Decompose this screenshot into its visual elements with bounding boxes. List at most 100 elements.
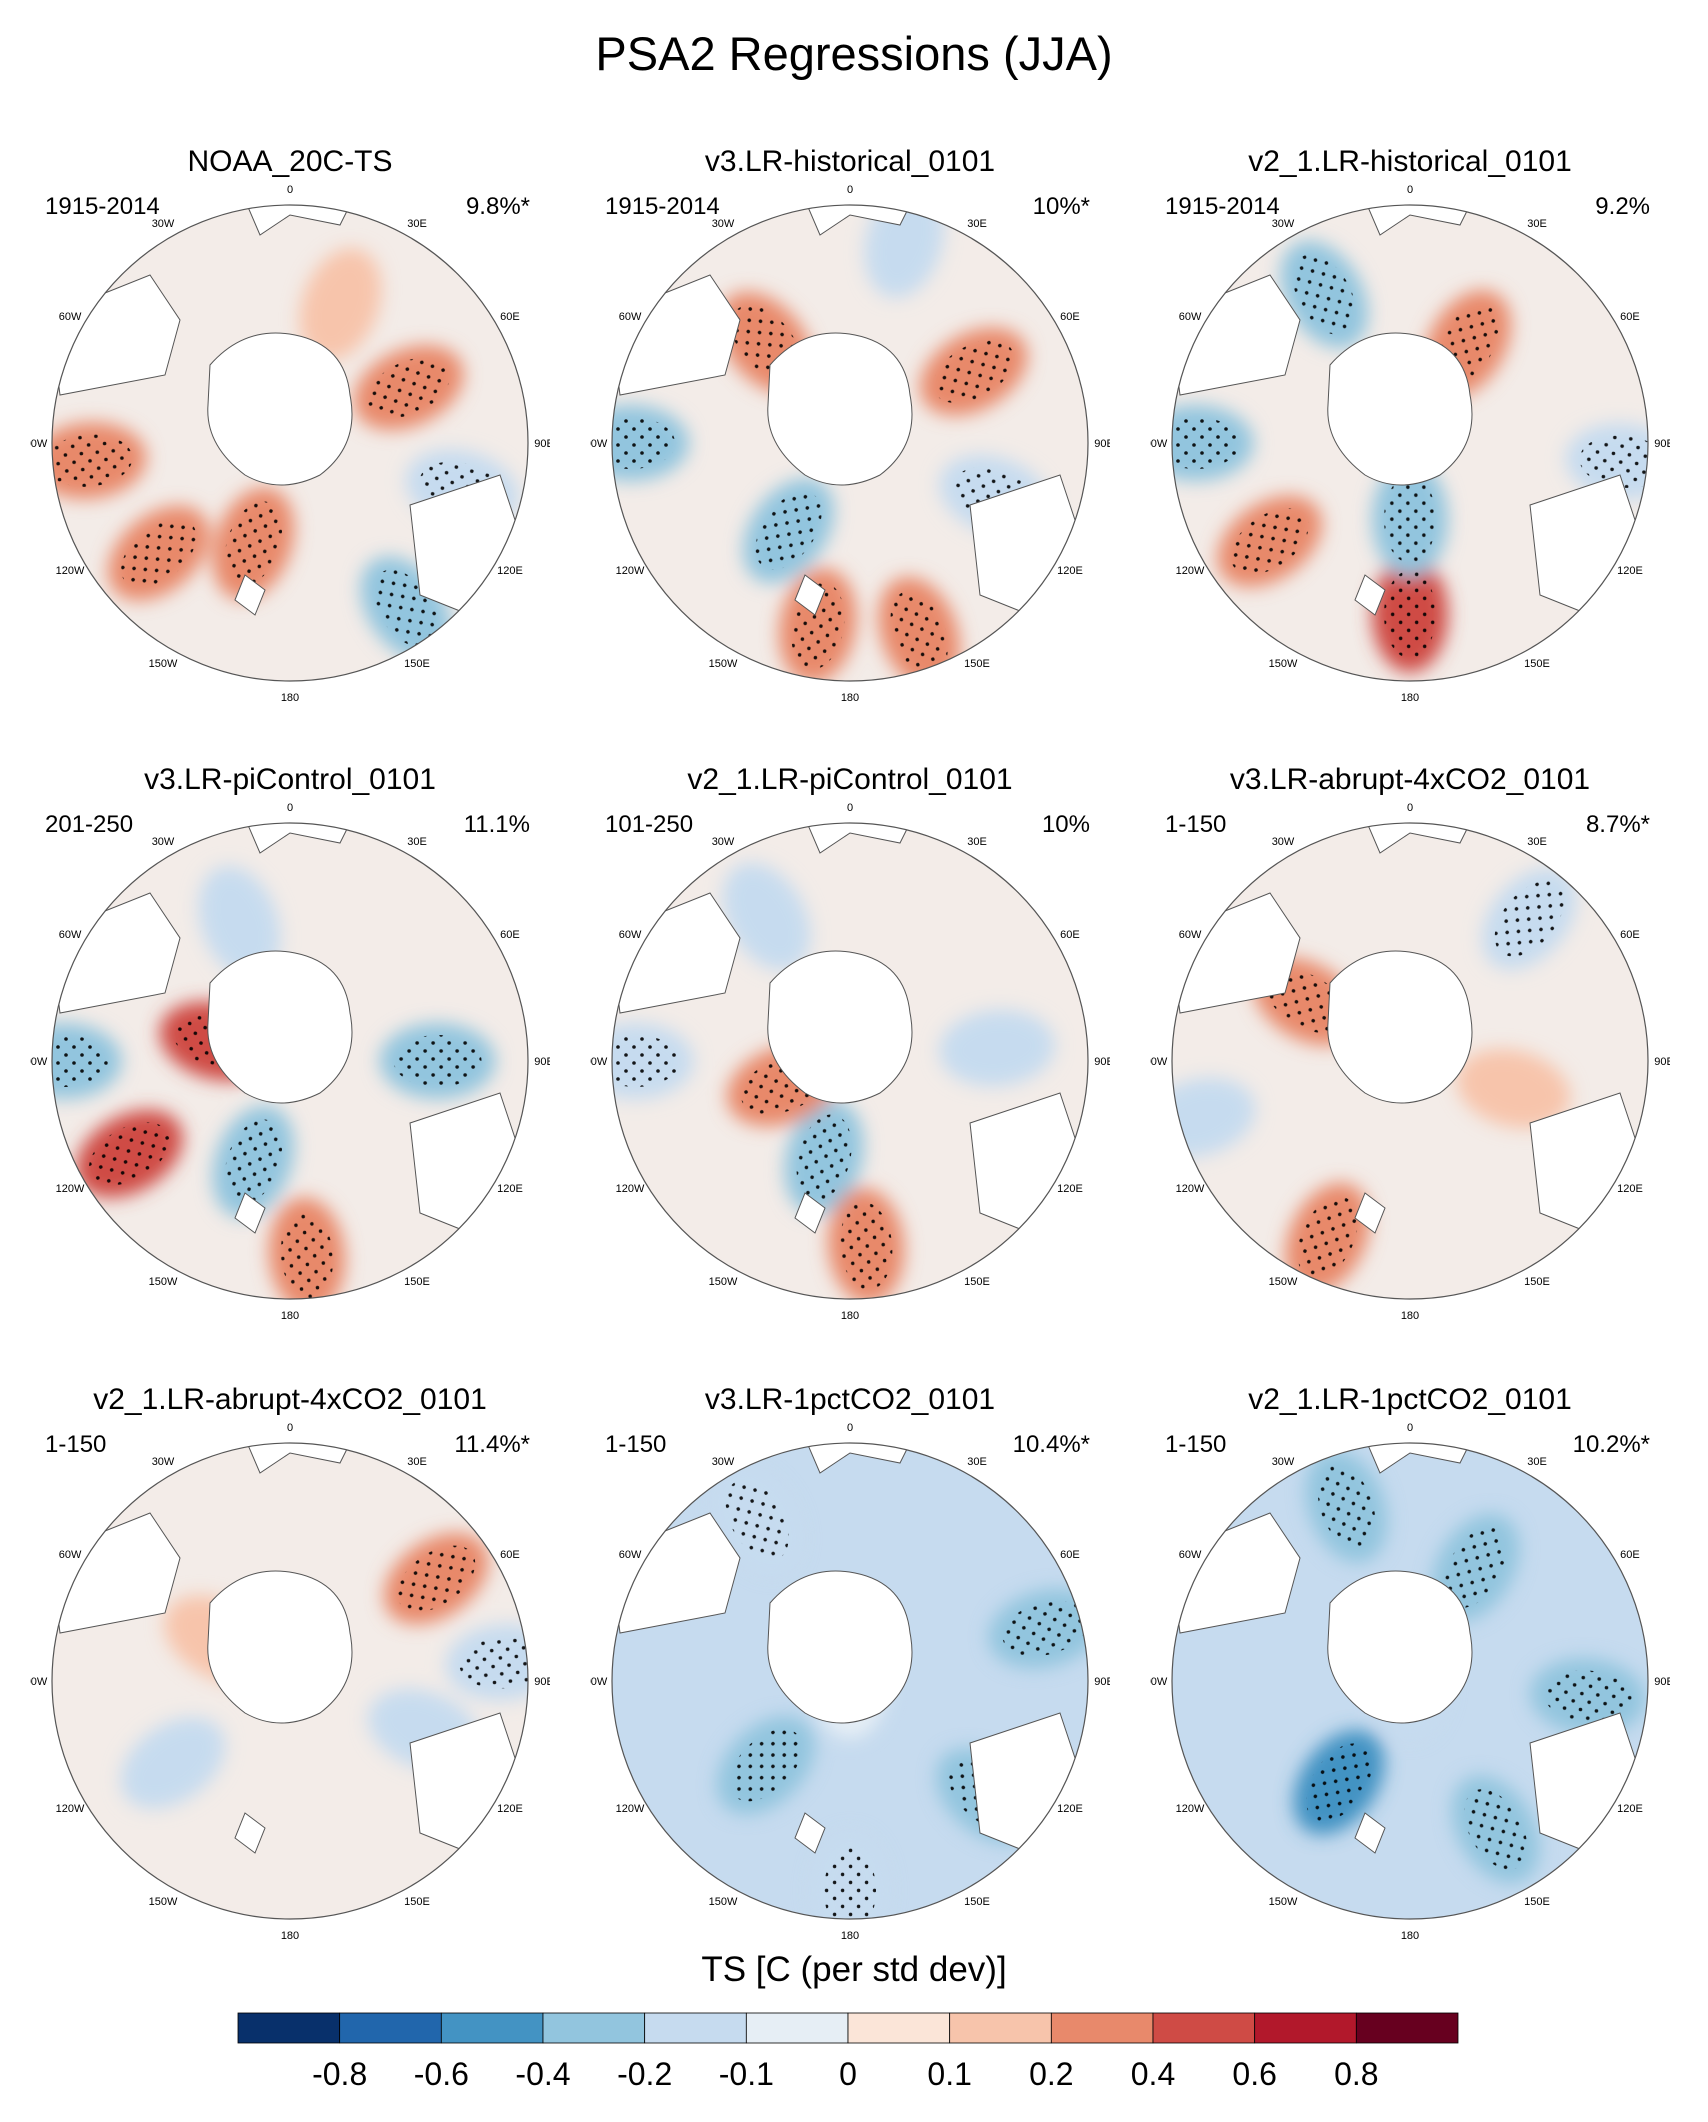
antarctica — [207, 950, 353, 1104]
lon-label: 90E — [1654, 1676, 1670, 1688]
lon-label: 60W — [619, 1549, 642, 1561]
lon-label: 120W — [1176, 1183, 1205, 1195]
colorbar-swatch — [1050, 2012, 1154, 2044]
panel-years: 101-250 — [605, 811, 694, 838]
anomaly-blob — [939, 1009, 1055, 1087]
lon-label: 60W — [59, 1549, 82, 1561]
lon-label: 30W — [1272, 218, 1295, 230]
lon-label: 120W — [56, 565, 85, 577]
panel-title: v2_1.LR-1pctCO2_0101 — [1248, 1383, 1572, 1416]
lon-label: 90W — [30, 438, 48, 450]
lon-label: 150E — [1524, 1276, 1550, 1288]
lon-label: 60W — [59, 311, 82, 323]
lon-label: 150E — [404, 1896, 430, 1908]
polar-map: 0 30E 60E 90E 120E 150E 180 150W 120W 90W 60W 30W — [1150, 802, 1670, 1322]
significance-stipple — [397, 1545, 476, 1612]
lon-label: 30W — [712, 836, 735, 848]
significance-stipple — [796, 1114, 852, 1201]
lon-label: 60E — [1620, 311, 1640, 323]
panel-years: 1915-2014 — [1165, 193, 1280, 220]
significance-stipple — [1543, 1670, 1632, 1723]
significance-stipple — [52, 1035, 108, 1087]
significance-stipple — [1464, 1789, 1528, 1870]
colorbar-tick-label: 0.2 — [1029, 2056, 1073, 2092]
map-panel: 0 30E 60E 90E 120E 150E 180 150W 120W 90W 60W 30W v3… — [30, 763, 550, 1363]
colorbar-tick-label: 0.1 — [927, 2056, 971, 2092]
lon-label: 60W — [619, 311, 642, 323]
panel-title: v2_1.LR-abrupt-4xCO2_0101 — [93, 1383, 487, 1416]
lon-label: 0 — [847, 802, 853, 814]
lon-label: 90E — [534, 1676, 550, 1688]
panel-years: 1-150 — [605, 1431, 667, 1458]
lon-label: 150E — [404, 658, 430, 670]
panel-percent: 11.1% — [463, 811, 530, 838]
lon-label: 30W — [1272, 836, 1295, 848]
anomaly-blob — [120, 1717, 226, 1809]
land-mass — [229, 205, 361, 236]
panel-title: v3.LR-piControl_0101 — [144, 763, 436, 796]
anomaly-blob — [198, 866, 281, 979]
lon-label: 90W — [1150, 1676, 1168, 1688]
lon-label: 90W — [1150, 438, 1168, 450]
significance-stipple — [612, 1035, 680, 1087]
lon-label: 30E — [967, 218, 987, 230]
lon-label: 30W — [712, 1456, 735, 1468]
map-boundary — [611, 204, 1089, 682]
panel-years: 1915-2014 — [45, 193, 160, 220]
lon-label: 150W — [149, 658, 178, 670]
polar-map: 0 30E 60E 90E 120E 150E 180 150W 120W 90W 60W 30W — [30, 802, 550, 1322]
anomaly-blob — [1172, 1078, 1256, 1158]
lon-label: 60E — [1060, 1549, 1080, 1561]
map-panel: 0 30E 60E 90E 120E 150E 180 150W 120W 90W 60W 30W v2… — [590, 763, 1110, 1363]
significance-stipple — [224, 1119, 283, 1204]
lon-label: 30W — [152, 218, 175, 230]
panel-title: NOAA_20C-TS — [187, 145, 393, 178]
lon-label: 90E — [534, 438, 550, 450]
land-mass — [229, 823, 361, 854]
colorbar-tick-label: 0.6 — [1232, 2056, 1276, 2092]
land-mass — [234, 1812, 266, 1854]
polar-map: 0 30E 60E 90E 120E 150E 180 150W 120W 90W 60W 30W — [1150, 184, 1670, 704]
lon-label: 120W — [56, 1803, 85, 1815]
lon-label: 0 — [1407, 184, 1413, 196]
lon-label: 150E — [1524, 658, 1550, 670]
lon-label: 0 — [287, 802, 293, 814]
significance-stipple — [890, 590, 948, 676]
colorbar-swatch — [745, 2012, 849, 2044]
antarctica — [207, 332, 353, 486]
polar-map: 0 30E 60E 90E 120E 150E 180 150W 120W 90W 60W 30W — [590, 802, 1110, 1322]
colorbar-tick-label: -0.6 — [414, 2056, 469, 2092]
colorbar-tick-label: -0.2 — [617, 2056, 672, 2092]
significance-stipple — [52, 434, 133, 487]
land-mass — [1349, 823, 1481, 854]
colorbar-swatch — [1254, 2012, 1357, 2044]
significance-stipple — [1297, 1196, 1358, 1280]
figure-title: PSA2 Regressions (JJA) — [595, 27, 1113, 80]
antarctica — [1327, 950, 1473, 1104]
colorbar-swatch — [847, 2012, 951, 2044]
colorbar-tick-label: -0.1 — [719, 2056, 774, 2092]
lon-label: 180 — [841, 1310, 859, 1322]
panel-title: v3.LR-abrupt-4xCO2_0101 — [1229, 763, 1591, 796]
lon-label: 120E — [1617, 1183, 1643, 1195]
land-mass — [1354, 1192, 1386, 1234]
panel-years: 201-250 — [45, 811, 134, 838]
significance-stipple — [121, 518, 197, 588]
panel-percent: 9.2% — [1595, 193, 1650, 220]
significance-stipple — [1230, 508, 1309, 575]
colorbar-tick-label: -0.8 — [312, 2056, 367, 2092]
lon-label: 90E — [1094, 438, 1110, 450]
lon-label: 120E — [1057, 1803, 1083, 1815]
antarctica — [767, 950, 913, 1104]
lon-label: 60E — [500, 311, 520, 323]
panel-years: 1915-2014 — [605, 193, 720, 220]
lon-label: 120W — [1176, 565, 1205, 577]
panel-title: v3.LR-historical_0101 — [704, 145, 996, 178]
map-panel: 0 30E 60E 90E 120E 150E 180 150W 120W 90W 60W 30W v2… — [30, 1383, 550, 1983]
anomaly-blob — [1456, 1049, 1571, 1129]
panel-percent: 10%* — [1032, 193, 1090, 220]
lon-label: 0 — [1407, 802, 1413, 814]
polar-map: 0 30E 60E 90E 120E 150E 180 150W 120W 90W 60W 30W — [30, 184, 550, 704]
lon-label: 30E — [1527, 218, 1547, 230]
significance-stipple — [88, 1122, 170, 1186]
